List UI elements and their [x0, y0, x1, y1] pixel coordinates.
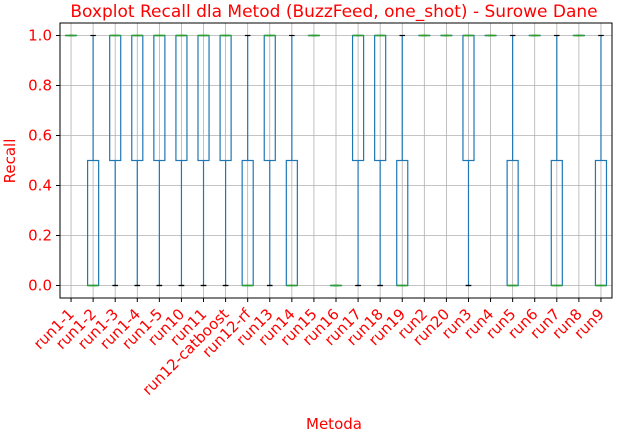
box-run1-5	[153, 34, 166, 287]
box-run12-catboost	[219, 34, 232, 287]
box-run14	[285, 34, 298, 287]
box-run1-3	[109, 34, 122, 287]
box-run1-4	[131, 34, 144, 287]
boxes	[64, 34, 608, 287]
box-run9	[594, 34, 608, 287]
box-run3	[462, 34, 475, 287]
y-tick-label: 0.6	[28, 127, 52, 145]
box-run10	[175, 34, 188, 287]
box-run13	[263, 34, 276, 287]
y-tick-label: 0.4	[28, 177, 52, 195]
y-tick-label: 0.0	[28, 277, 52, 295]
box-run5	[506, 34, 519, 287]
y-tick-label: 0.2	[28, 227, 52, 245]
x-axis-label: Metoda	[306, 415, 362, 433]
chart-title: Boxplot Recall dla Metod (BuzzFeed, one_…	[70, 2, 597, 22]
box-run17	[351, 34, 365, 287]
y-axis-label: Recall	[1, 139, 19, 184]
y-tick-label: 0.8	[28, 77, 52, 95]
box-run12-rf	[241, 34, 254, 287]
box-run7	[550, 34, 563, 287]
box-run18	[374, 34, 387, 287]
box-run11	[197, 34, 210, 287]
box-run1-2	[86, 34, 100, 287]
y-tick-label: 1.0	[28, 27, 52, 45]
box-run19	[396, 34, 409, 287]
